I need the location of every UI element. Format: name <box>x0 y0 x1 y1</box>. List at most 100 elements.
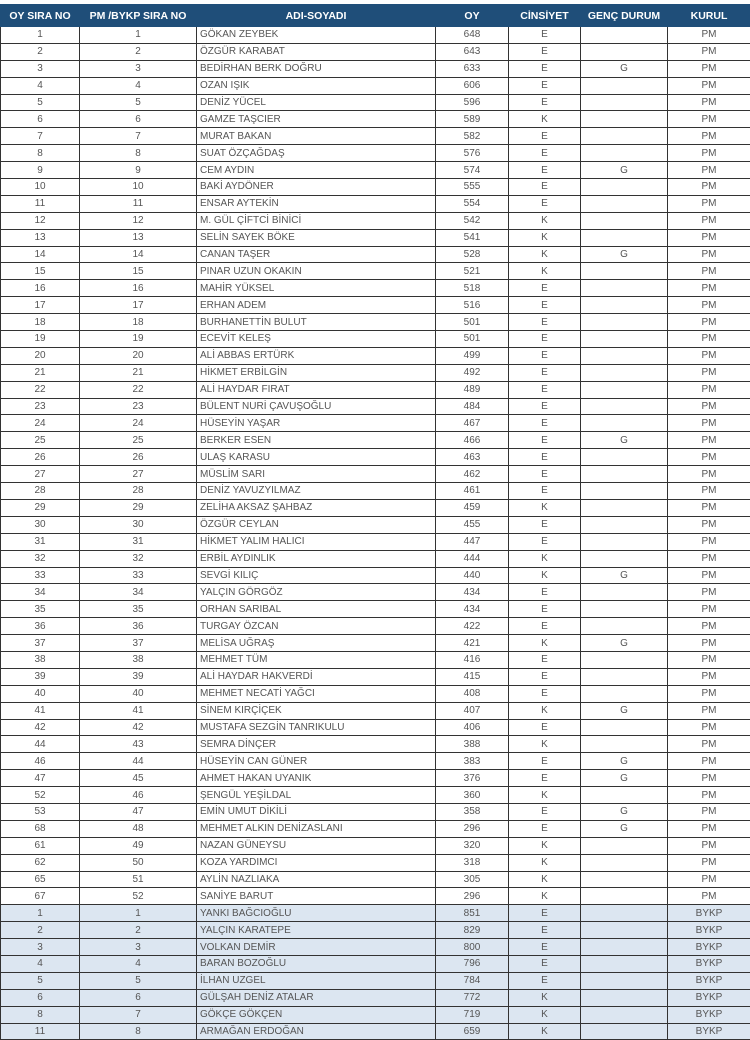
cell-cinsiyet: E <box>509 77 581 94</box>
cell-kurul: PM <box>668 466 750 483</box>
cell-cinsiyet: E <box>509 94 581 111</box>
cell-cinsiyet: E <box>509 162 581 179</box>
cell-cinsiyet: E <box>509 43 581 60</box>
cell-pm-bykp-sira-no: 14 <box>80 246 197 263</box>
cell-genc-durum <box>581 1023 668 1040</box>
cell-cinsiyet: E <box>509 415 581 432</box>
cell-kurul: PM <box>668 229 750 246</box>
cell-oy-sira-no: 5 <box>1 94 80 111</box>
cell-oy: 574 <box>436 162 509 179</box>
cell-pm-bykp-sira-no: 31 <box>80 533 197 550</box>
cell-cinsiyet: E <box>509 398 581 415</box>
cell-cinsiyet: E <box>509 939 581 956</box>
cell-kurul: PM <box>668 668 750 685</box>
cell-cinsiyet: E <box>509 719 581 736</box>
cell-oy: 528 <box>436 246 509 263</box>
cell-genc-durum <box>581 347 668 364</box>
cell-adi-soyadi: VOLKAN DEMİR <box>197 939 436 956</box>
cell-oy-sira-no: 41 <box>1 702 80 719</box>
cell-oy: 659 <box>436 1023 509 1040</box>
cell-oy-sira-no: 13 <box>1 229 80 246</box>
cell-cinsiyet: K <box>509 854 581 871</box>
cell-pm-bykp-sira-no: 2 <box>80 922 197 939</box>
cell-genc-durum <box>581 972 668 989</box>
cell-oy: 320 <box>436 837 509 854</box>
cell-kurul: PM <box>668 111 750 128</box>
cell-oy-sira-no: 52 <box>1 787 80 804</box>
cell-genc-durum: G <box>581 753 668 770</box>
cell-oy: 501 <box>436 314 509 331</box>
cell-adi-soyadi: TURGAY ÖZCAN <box>197 618 436 635</box>
cell-cinsiyet: K <box>509 787 581 804</box>
cell-oy: 633 <box>436 60 509 77</box>
cell-pm-bykp-sira-no: 48 <box>80 820 197 837</box>
cell-genc-durum <box>581 297 668 314</box>
cell-cinsiyet: K <box>509 702 581 719</box>
cell-cinsiyet: K <box>509 263 581 280</box>
cell-adi-soyadi: CANAN TAŞER <box>197 246 436 263</box>
cell-cinsiyet: E <box>509 770 581 787</box>
cell-adi-soyadi: BAKİ AYDÖNER <box>197 179 436 196</box>
cell-oy: 796 <box>436 955 509 972</box>
cell-cinsiyet: E <box>509 685 581 702</box>
cell-oy: 434 <box>436 601 509 618</box>
cell-oy-sira-no: 29 <box>1 499 80 516</box>
cell-pm-bykp-sira-no: 3 <box>80 939 197 956</box>
cell-kurul: PM <box>668 702 750 719</box>
cell-genc-durum <box>581 483 668 500</box>
cell-cinsiyet: E <box>509 533 581 550</box>
cell-oy-sira-no: 17 <box>1 297 80 314</box>
cell-genc-durum: G <box>581 246 668 263</box>
cell-genc-durum <box>581 905 668 922</box>
cell-oy: 296 <box>436 888 509 905</box>
cell-adi-soyadi: AYLİN NAZLIAKA <box>197 871 436 888</box>
cell-oy: 541 <box>436 229 509 246</box>
cell-oy: 596 <box>436 94 509 111</box>
cell-kurul: PM <box>668 432 750 449</box>
cell-oy-sira-no: 34 <box>1 584 80 601</box>
cell-genc-durum <box>581 111 668 128</box>
cell-oy: 489 <box>436 381 509 398</box>
cell-pm-bykp-sira-no: 46 <box>80 787 197 804</box>
cell-genc-durum: G <box>581 770 668 787</box>
header-genc-durum: GENÇ DURUM <box>581 5 668 27</box>
cell-oy: 492 <box>436 364 509 381</box>
cell-pm-bykp-sira-no: 35 <box>80 601 197 618</box>
cell-oy: 576 <box>436 145 509 162</box>
cell-oy: 784 <box>436 972 509 989</box>
cell-genc-durum <box>581 989 668 1006</box>
cell-pm-bykp-sira-no: 7 <box>80 1006 197 1023</box>
cell-adi-soyadi: MELİSA UĞRAŞ <box>197 635 436 652</box>
cell-adi-soyadi: HÜSEYİN CAN GÜNER <box>197 753 436 770</box>
cell-oy-sira-no: 19 <box>1 331 80 348</box>
cell-pm-bykp-sira-no: 52 <box>80 888 197 905</box>
cell-pm-bykp-sira-no: 8 <box>80 1023 197 1040</box>
cell-cinsiyet: E <box>509 195 581 212</box>
cell-oy-sira-no: 14 <box>1 246 80 263</box>
cell-kurul: PM <box>668 753 750 770</box>
cell-kurul: PM <box>668 43 750 60</box>
cell-adi-soyadi: MEHMET ALKIN DENİZASLANI <box>197 820 436 837</box>
cell-kurul: PM <box>668 550 750 567</box>
cell-genc-durum <box>581 94 668 111</box>
cell-adi-soyadi: GAMZE TAŞCIER <box>197 111 436 128</box>
cell-adi-soyadi: SİNEM KIRÇİÇEK <box>197 702 436 719</box>
cell-oy: 851 <box>436 905 509 922</box>
cell-oy-sira-no: 7 <box>1 128 80 145</box>
cell-pm-bykp-sira-no: 39 <box>80 668 197 685</box>
